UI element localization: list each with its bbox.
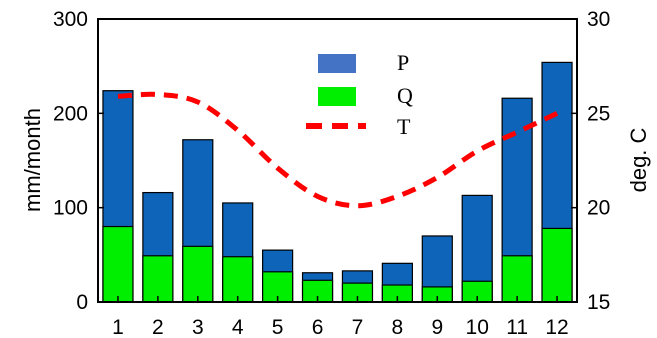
q-bar bbox=[222, 256, 254, 303]
right-tick-label: 15 bbox=[587, 291, 610, 314]
legend-label: T bbox=[397, 114, 411, 139]
legend-label: P bbox=[397, 50, 409, 75]
x-tick-label: 10 bbox=[466, 316, 489, 338]
right-tick-label: 20 bbox=[587, 197, 610, 220]
right-tick-label: 30 bbox=[587, 8, 610, 31]
x-tick-label: 1 bbox=[112, 316, 124, 338]
x-tick-label: 5 bbox=[272, 316, 284, 338]
left-axis-label: mm/month bbox=[20, 108, 45, 212]
left-tick-label: 100 bbox=[53, 197, 88, 220]
legend-swatch-p bbox=[318, 54, 356, 73]
right-axis: 15 20 25 30 bbox=[571, 8, 610, 314]
left-tick-label: 0 bbox=[76, 291, 88, 314]
right-axis-label: deg. C bbox=[626, 127, 651, 192]
plot-frame bbox=[97, 18, 578, 303]
left-tick-label: 300 bbox=[53, 8, 88, 31]
t-line bbox=[117, 91, 559, 209]
left-tick-label: 200 bbox=[53, 102, 88, 125]
q-bar bbox=[541, 227, 573, 303]
legend: PQT bbox=[306, 50, 413, 139]
x-axis: 1 2 3 4 5 6 7 8 9 10 11 12 bbox=[112, 296, 569, 338]
x-tick-label: 7 bbox=[352, 316, 364, 338]
q-bars bbox=[102, 225, 573, 303]
x-tick-label: 9 bbox=[431, 316, 443, 338]
q-bar bbox=[142, 255, 174, 303]
x-tick-label: 12 bbox=[545, 316, 568, 338]
right-tick-label: 25 bbox=[587, 102, 610, 125]
q-bar bbox=[501, 255, 533, 303]
left-axis: 0 100 200 300 bbox=[53, 8, 104, 314]
x-tick-label: 3 bbox=[192, 316, 204, 338]
x-tick-label: 11 bbox=[506, 316, 528, 338]
legend-swatch-q bbox=[318, 87, 356, 106]
x-tick-label: 4 bbox=[232, 316, 244, 338]
x-tick-label: 8 bbox=[392, 316, 404, 338]
legend-label: Q bbox=[397, 83, 413, 108]
x-tick-label: 2 bbox=[152, 316, 164, 338]
q-bar bbox=[182, 245, 214, 303]
x-tick-label: 6 bbox=[312, 316, 324, 338]
q-bar bbox=[102, 225, 134, 303]
